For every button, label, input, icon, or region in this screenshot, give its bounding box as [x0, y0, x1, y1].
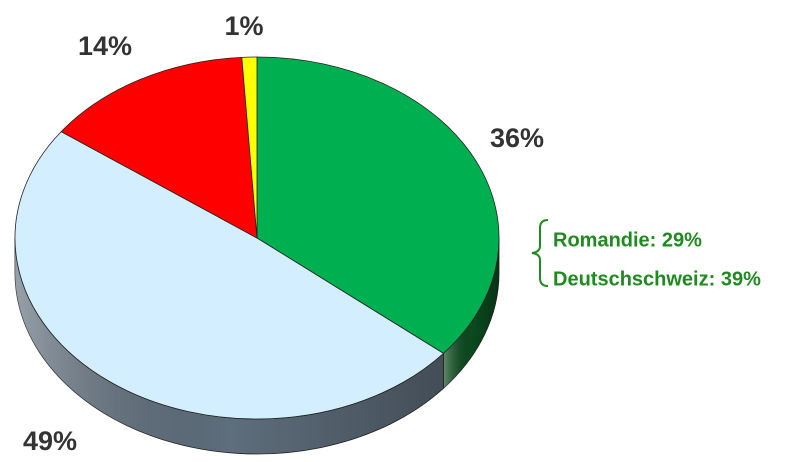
pie-slice: [14, 131, 445, 420]
data-label: 14%: [78, 31, 132, 61]
data-label: 1%: [224, 11, 263, 41]
side-shade: [443, 238, 499, 389]
data-label: 36%: [490, 123, 544, 153]
bracket: [531, 219, 549, 287]
pie-slice: [60, 56, 258, 239]
side-shade: [15, 238, 444, 455]
data-label: 49%: [23, 426, 77, 456]
pie-slice: [241, 56, 258, 239]
pie-tops: [14, 56, 500, 420]
pie-slice: [256, 56, 500, 354]
annotation: Romandie: 29%: [553, 229, 702, 251]
annotation: Deutschschweiz: 39%: [553, 268, 761, 290]
